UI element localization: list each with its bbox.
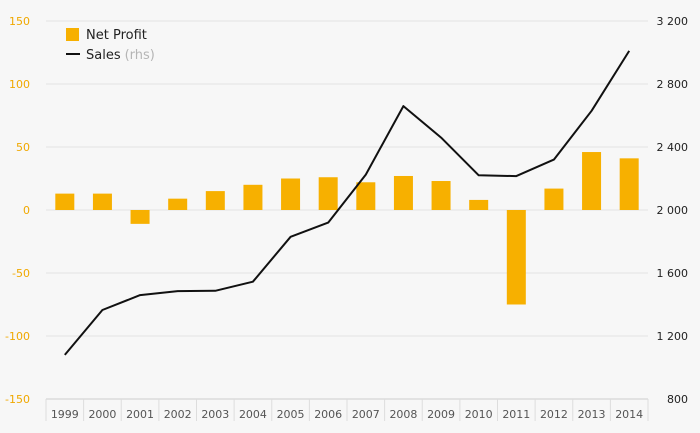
bar-net-profit bbox=[318, 177, 338, 210]
bar-net-profit bbox=[356, 182, 376, 210]
legend-label-net-profit: Net Profit bbox=[86, 28, 147, 43]
x-tick-label: 2008 bbox=[389, 408, 417, 421]
right-tick-label: 3 200 bbox=[657, 15, 689, 28]
right-tick-label: 2 400 bbox=[657, 141, 689, 154]
bar-net-profit bbox=[130, 210, 150, 224]
svg-text:Sales(rhs): Sales (rhs) bbox=[86, 48, 155, 63]
x-tick-label: 2001 bbox=[126, 408, 154, 421]
legend-label-sales: Sales bbox=[86, 48, 121, 63]
bar-net-profit bbox=[506, 210, 526, 305]
x-tick-label: 2014 bbox=[615, 408, 643, 421]
x-tick-label: 1999 bbox=[51, 408, 79, 421]
left-tick-label: 0 bbox=[23, 204, 30, 217]
bar-net-profit bbox=[431, 181, 451, 210]
legend-swatch-net-profit bbox=[66, 28, 79, 41]
x-tick-label: 2005 bbox=[277, 408, 305, 421]
right-tick-label: 800 bbox=[667, 393, 688, 406]
bar-net-profit bbox=[469, 199, 489, 210]
right-tick-label: 2 800 bbox=[657, 78, 689, 91]
right-tick-label: 1 200 bbox=[657, 330, 689, 343]
left-tick-label: 100 bbox=[9, 78, 30, 91]
x-tick-label: 2000 bbox=[88, 408, 116, 421]
x-tick-label: 2007 bbox=[352, 408, 380, 421]
bar-net-profit bbox=[619, 158, 639, 210]
bar-net-profit bbox=[92, 193, 112, 210]
x-axis: 1999 2000 2001 2002 2003 2004 2005 2006 2007 2008… bbox=[45, 398, 649, 421]
legend-label-sales-suffix: (rhs) bbox=[125, 48, 155, 63]
x-tick-label: 2009 bbox=[427, 408, 455, 421]
left-tick-label: -150 bbox=[5, 393, 30, 406]
bar-net-profit bbox=[168, 198, 188, 210]
x-tick-label: 2010 bbox=[465, 408, 493, 421]
right-axis: 3 200 2 800 2 400 2 000 1 600 1 200 800 bbox=[657, 15, 689, 406]
net-profit-bars bbox=[55, 152, 639, 305]
bar-net-profit bbox=[582, 152, 602, 210]
right-tick-label: 1 600 bbox=[657, 267, 689, 280]
x-tick-label: 2012 bbox=[540, 408, 568, 421]
bar-net-profit bbox=[55, 193, 75, 210]
bar-net-profit bbox=[393, 175, 413, 210]
x-tick-label: 2011 bbox=[502, 408, 530, 421]
right-tick-label: 2 000 bbox=[657, 204, 689, 217]
x-tick-label: 2013 bbox=[578, 408, 606, 421]
x-tick-label: 2003 bbox=[201, 408, 229, 421]
left-tick-label: 50 bbox=[16, 141, 30, 154]
x-tick-label: 2002 bbox=[164, 408, 192, 421]
x-tick-label: 2006 bbox=[314, 408, 342, 421]
bar-net-profit bbox=[544, 188, 564, 210]
sales-line-group bbox=[64, 50, 631, 356]
sales-line bbox=[64, 50, 631, 356]
left-tick-label: -50 bbox=[12, 267, 30, 280]
bar-net-profit bbox=[205, 191, 225, 210]
legend: Net Profit Sales (rhs) bbox=[66, 28, 155, 63]
bar-net-profit bbox=[281, 178, 301, 210]
x-tick-label: 2004 bbox=[239, 408, 267, 421]
left-axis: 150 100 50 0 -50 -100 -150 bbox=[5, 15, 30, 406]
left-tick-label: 150 bbox=[9, 15, 30, 28]
bar-net-profit bbox=[243, 184, 263, 210]
left-tick-label: -100 bbox=[5, 330, 30, 343]
